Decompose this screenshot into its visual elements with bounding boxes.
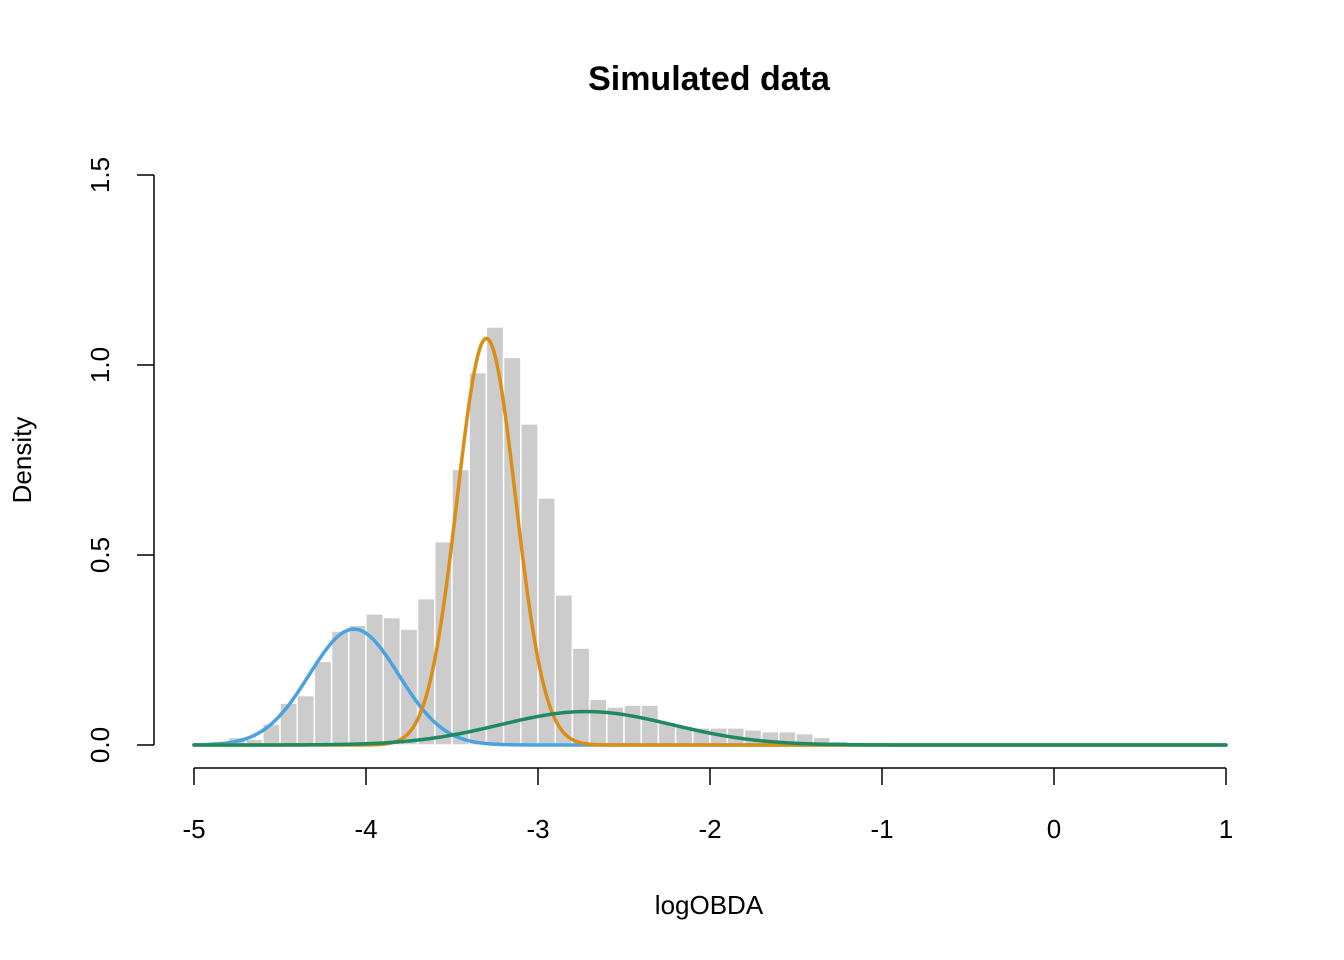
y-tick-label: 1.5 [85,157,115,193]
histogram-bar [279,702,298,746]
density-curves [192,336,1228,747]
x-axis-label: logOBDA [655,890,764,920]
x-axis-ticks: -5 -4 -3 -2 -1 0 1 [182,768,1233,844]
histogram-bar [382,617,402,746]
y-axis-ticks: 0.0 0.5 1.0 1.5 [85,157,154,763]
x-tick-label: -4 [354,814,377,844]
chart-title: Simulated data [588,60,831,98]
histogram-bar [296,694,316,746]
y-tick-label: 1.0 [85,347,115,383]
histogram-bar [537,497,556,746]
y-axis-label: Density [7,417,37,504]
histogram-bars [193,326,900,746]
histogram-bar [330,630,350,746]
y-tick-label: 0.5 [85,537,115,573]
histogram-bar [571,647,591,746]
x-tick-label: -3 [526,814,549,844]
y-tick-label: 0.0 [85,727,115,763]
histogram-bar [743,729,763,746]
x-tick-label: -1 [870,814,893,844]
histogram-bar [468,371,488,746]
x-tick-label: -2 [698,814,721,844]
histogram-bar [313,660,333,746]
x-tick-label: 0 [1047,814,1061,844]
histogram-bar [640,704,660,746]
histogram-bar [623,704,642,746]
histogram-bar [348,624,367,746]
x-tick-label: 1 [1219,814,1233,844]
x-tick-label: -5 [182,814,205,844]
histogram-bar [520,423,539,746]
histogram-bar [588,698,608,746]
green-density-curve [192,709,1228,747]
